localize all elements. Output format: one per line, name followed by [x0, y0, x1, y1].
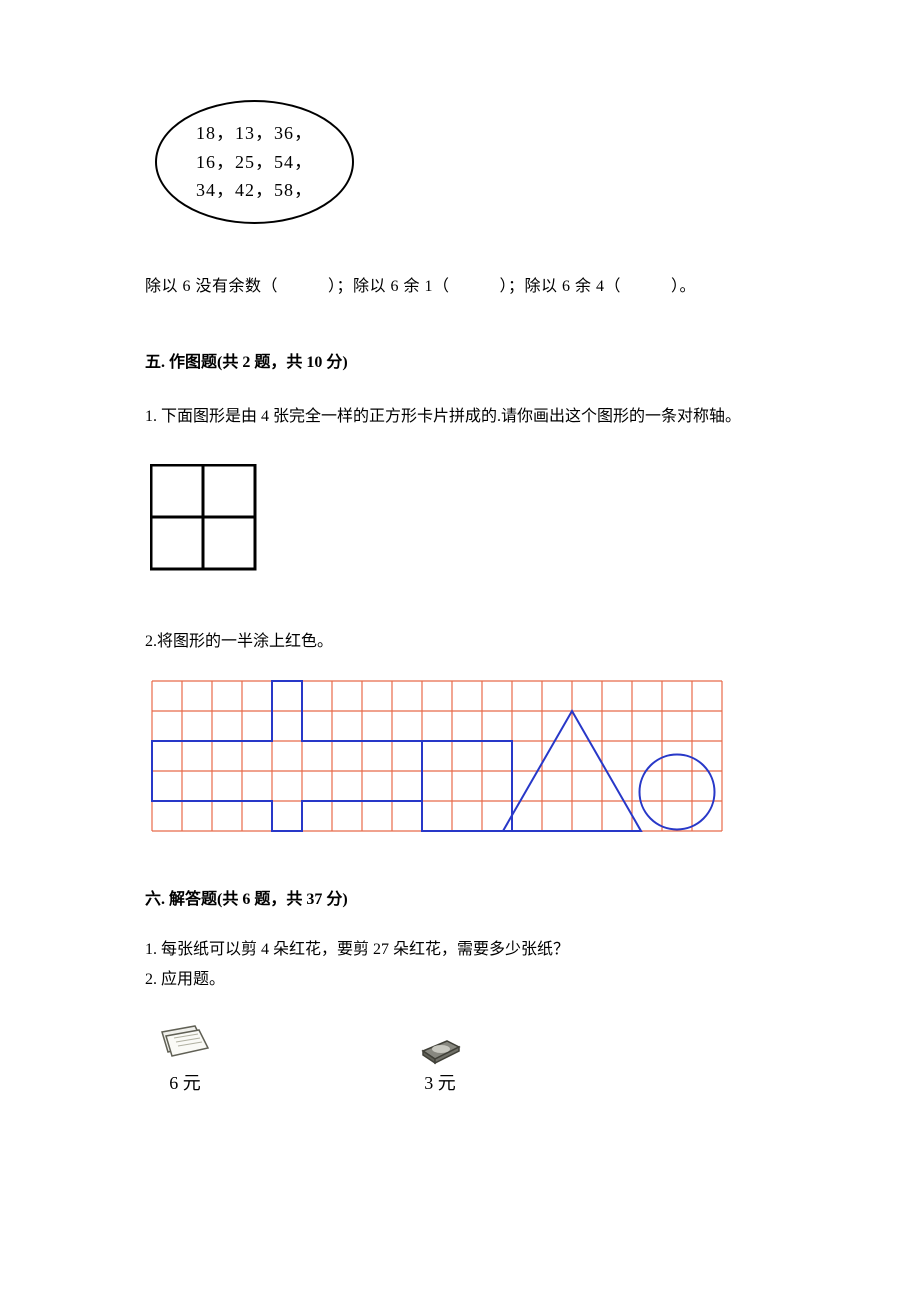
item-paper-price: 6 元 [169, 1069, 201, 1098]
fill-part-1: 除以 6 没有余数（ [145, 278, 278, 295]
section-6-header: 六. 解答题(共 6 题，共 37 分) [145, 887, 775, 913]
item-eraser-price: 3 元 [424, 1069, 456, 1098]
fill-part-2: ）；除以 6 余 1（ [328, 278, 450, 295]
four-square-svg [150, 464, 258, 572]
item-paper: 6 元 [155, 1017, 215, 1098]
oval-row-3: 34，42，58， [196, 176, 313, 205]
section-5-q2: 2.将图形的一半涂上红色。 [145, 625, 775, 659]
grid-svg [150, 679, 724, 833]
eraser-icon [415, 1029, 465, 1065]
items-row: 6 元 3 元 [155, 1017, 775, 1098]
fill-part-4: ）。 [671, 278, 696, 295]
paper-icon [155, 1017, 215, 1065]
fill-in-question: 除以 6 没有余数（ ）；除以 6 余 1（ ）；除以 6 余 4（ ）。 [145, 274, 775, 300]
four-square-figure [150, 464, 775, 581]
item-eraser: 3 元 [415, 1029, 465, 1098]
section-6-q1: 1. 每张纸可以剪 4 朵红花，要剪 27 朵红花，需要多少张纸？ [145, 937, 775, 963]
oval-row-2: 16，25，54， [196, 148, 313, 177]
grid-shapes-figure [150, 679, 775, 842]
document-page: 18，13，36， 16，25，54， 34，42，58， 除以 6 没有余数（… [0, 0, 920, 1158]
section-5-header: 五. 作图题(共 2 题，共 10 分) [145, 350, 775, 376]
oval-row-1: 18，13，36， [196, 119, 313, 148]
fill-part-3: ）；除以 6 余 4（ [500, 278, 622, 295]
section-5-q1: 1. 下面图形是由 4 张完全一样的正方形卡片拼成的.请你画出这个图形的一条对称… [145, 400, 775, 434]
section-6-q2: 2. 应用题。 [145, 967, 775, 993]
number-oval: 18，13，36， 16，25，54， 34，42，58， [155, 100, 354, 224]
